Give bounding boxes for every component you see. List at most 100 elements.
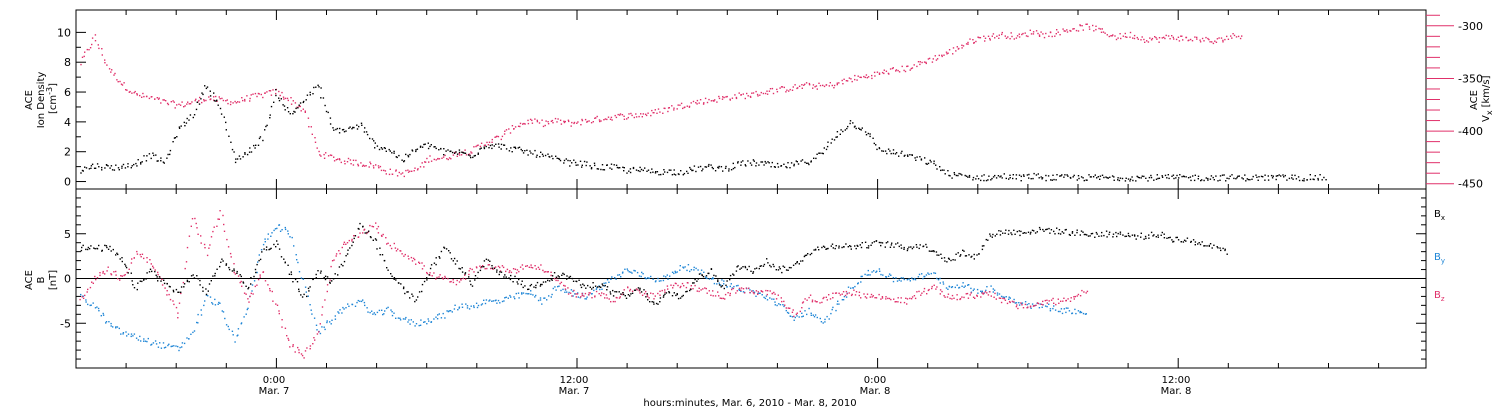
bz-point xyxy=(94,275,96,278)
bz-point xyxy=(542,269,544,272)
by-point xyxy=(663,275,665,277)
density-point xyxy=(178,126,181,128)
bz-point xyxy=(431,275,433,277)
vx-point xyxy=(80,63,82,66)
bx-point xyxy=(1069,234,1071,236)
vx-point xyxy=(349,159,352,161)
bx-point xyxy=(529,285,531,287)
by-point xyxy=(686,269,688,272)
bz-point xyxy=(460,279,462,281)
density-point xyxy=(403,160,406,162)
vx-point xyxy=(667,110,669,113)
density-point xyxy=(796,161,798,163)
vx-point xyxy=(785,91,787,93)
bx-point xyxy=(133,287,136,289)
by-point xyxy=(246,308,248,311)
bx-point xyxy=(503,276,505,278)
density-point xyxy=(988,175,990,177)
vx-point xyxy=(812,84,815,86)
bx-point xyxy=(458,267,460,270)
vx-point xyxy=(266,91,268,93)
bx-point xyxy=(1019,234,1021,237)
by-point xyxy=(397,317,400,319)
density-point xyxy=(180,125,182,127)
density-point xyxy=(93,167,96,169)
vx-point xyxy=(772,92,775,95)
bx-point xyxy=(947,257,950,259)
density-point xyxy=(947,170,949,172)
bx-point xyxy=(788,266,791,269)
vx-point xyxy=(568,120,570,123)
bz-point xyxy=(184,267,186,270)
density-point xyxy=(957,174,959,177)
by-point xyxy=(636,271,639,274)
bx-point xyxy=(622,293,625,296)
vx-point xyxy=(668,107,670,109)
bz-point xyxy=(804,298,806,300)
by-point xyxy=(395,317,397,319)
by-point xyxy=(509,294,511,297)
by-point xyxy=(151,343,153,346)
density-point xyxy=(933,160,935,162)
bz-point xyxy=(629,290,631,292)
bx-point xyxy=(426,277,428,279)
by-point xyxy=(186,337,188,339)
vx-point xyxy=(260,93,262,96)
bx-point xyxy=(685,291,687,293)
vx-point xyxy=(496,135,498,137)
bz-point xyxy=(240,280,242,283)
bz-point xyxy=(909,297,911,300)
vx-point xyxy=(1057,31,1059,33)
bz-point xyxy=(1074,295,1076,298)
vx-point xyxy=(606,118,608,121)
bx-point xyxy=(210,280,212,282)
vx-point xyxy=(644,113,647,115)
density-point xyxy=(773,166,776,168)
bz-point xyxy=(1048,300,1050,302)
density-point xyxy=(259,136,262,138)
bx-point xyxy=(698,273,701,275)
density-point xyxy=(1247,178,1250,181)
density-point xyxy=(449,150,451,153)
by-point xyxy=(319,332,322,335)
bx-point xyxy=(800,260,802,262)
bx-point xyxy=(944,260,946,262)
density-point xyxy=(178,127,181,129)
bx-point xyxy=(1140,232,1142,234)
bz-point xyxy=(1081,289,1083,292)
density-point xyxy=(849,120,852,122)
bz-point xyxy=(999,297,1002,299)
bx-point xyxy=(989,235,992,237)
bz-point xyxy=(718,295,720,297)
vx-point xyxy=(1085,23,1087,25)
bz-point xyxy=(497,265,500,268)
vx-point xyxy=(1045,32,1047,35)
bx-point xyxy=(402,287,405,290)
bz-point xyxy=(1070,297,1072,299)
density-point xyxy=(201,92,203,94)
bx-point xyxy=(856,244,858,247)
density-point xyxy=(189,114,192,116)
bz-point xyxy=(462,277,464,280)
bx-point xyxy=(298,288,300,290)
bz-point xyxy=(149,259,151,261)
by-point xyxy=(631,272,633,274)
vx-point xyxy=(491,138,493,141)
by-point xyxy=(466,307,469,309)
bx-point xyxy=(802,260,804,262)
density-point xyxy=(1138,177,1141,179)
bz-point xyxy=(407,255,409,257)
vx-point xyxy=(1146,40,1148,42)
bx-point xyxy=(938,254,940,256)
density-point xyxy=(859,128,861,130)
bz-point xyxy=(675,282,677,285)
density-point xyxy=(315,86,317,88)
by-point xyxy=(674,270,676,273)
density-point xyxy=(752,159,755,161)
by-point xyxy=(179,346,181,349)
by-point xyxy=(852,287,854,289)
vx-point xyxy=(487,144,490,146)
by-point xyxy=(362,299,364,301)
vx-point xyxy=(699,99,702,101)
bx-point xyxy=(571,277,574,280)
